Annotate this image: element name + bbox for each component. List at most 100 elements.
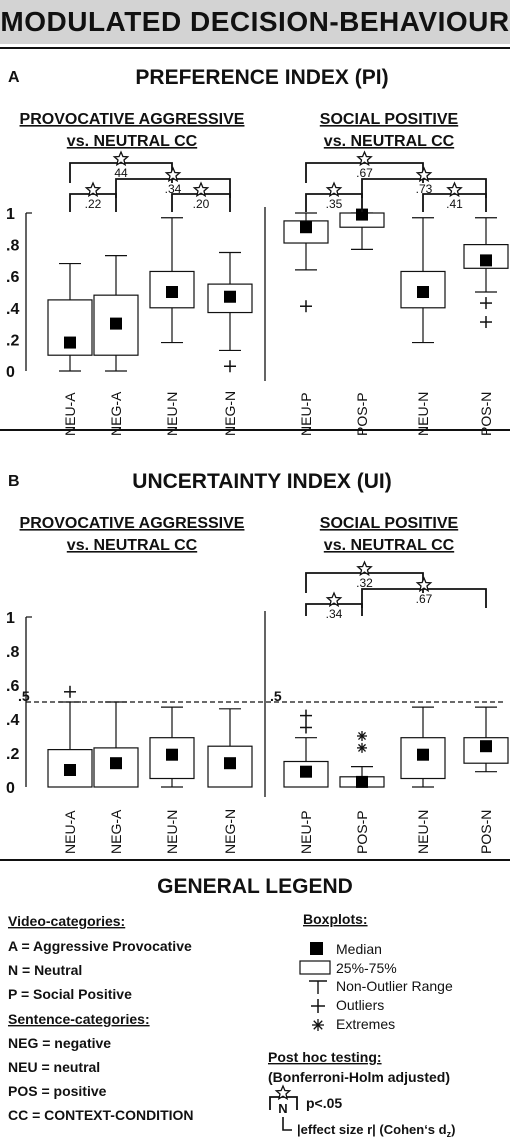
- category-label: NEU-A: [62, 810, 78, 854]
- category-label: NEG-N: [222, 809, 238, 854]
- category-label: NEG-N: [222, 391, 238, 436]
- effect-size-label: .34: [326, 607, 343, 621]
- posthoc-bracket: [422, 193, 487, 212]
- significance-star-icon: [356, 150, 373, 167]
- legend-sentence-item: NEU = neutral: [8, 1059, 100, 1075]
- median-marker: [110, 757, 122, 770]
- outlier-marker: [300, 709, 312, 722]
- legend-effect-connector: [282, 1117, 292, 1131]
- group-title-right: SOCIAL POSITIVE: [320, 515, 459, 532]
- group-title-left: PROVOCATIVE AGGRESSIVE: [20, 111, 245, 128]
- median-marker: [417, 286, 429, 298]
- median-marker: [356, 208, 368, 221]
- legend-cc-item: CC = CONTEXT-CONDITION: [8, 1107, 194, 1123]
- outlier-marker: [224, 360, 236, 373]
- legend-posthoc-letter: N: [278, 1101, 287, 1116]
- effect-size-label: .67: [356, 166, 373, 180]
- extreme-marker: [357, 731, 367, 741]
- group-subtitle-left: vs. NEUTRAL CC: [67, 133, 198, 150]
- reference-label: .5: [18, 688, 30, 704]
- legend-extreme-label: Extremes: [336, 1016, 395, 1032]
- median-marker: [64, 336, 76, 349]
- y-tick-label: .2: [6, 332, 19, 349]
- posthoc-bracket: [115, 178, 231, 198]
- category-label: NEG-A: [108, 391, 124, 436]
- effect-size-label: .35: [326, 197, 343, 211]
- legend-median-icon: [310, 942, 323, 955]
- legend-whisker-label: Non-Outlier Range: [336, 978, 453, 994]
- legend-posthoc-p: p<.05: [306, 1095, 342, 1111]
- panel-heading: PREFERENCE INDEX (PI): [135, 66, 388, 89]
- significance-star-icon: [164, 166, 182, 183]
- legend-posthoc-heading: Post hoc testing:: [268, 1049, 382, 1065]
- legend-sentence-item: POS = positive: [8, 1083, 107, 1099]
- figure-title: MODULATED DECISION-BEHAVIOUR: [0, 0, 510, 44]
- panel-heading: UNCERTAINTY INDEX (UI): [132, 470, 391, 493]
- legend-significance-star-icon: [274, 1084, 292, 1101]
- reference-label: .5: [270, 688, 282, 704]
- significance-star-icon: [84, 181, 102, 198]
- effect-size-label: .20: [193, 197, 210, 211]
- y-tick-label: .4: [6, 301, 19, 318]
- y-tick-label: 1: [6, 206, 15, 223]
- category-label: NEU-N: [164, 810, 180, 854]
- y-tick-label: 1: [6, 610, 15, 627]
- extreme-marker: [357, 742, 367, 753]
- median-marker: [417, 748, 429, 761]
- legend-sentence-item: NEG = negative: [8, 1035, 111, 1051]
- legend-outlier-label: Outliers: [336, 997, 384, 1013]
- group-subtitle-right: vs. NEUTRAL CC: [324, 133, 455, 150]
- effect-size-label: .34: [165, 182, 182, 196]
- median-marker: [356, 775, 368, 788]
- legend-video-item: N = Neutral: [8, 962, 82, 978]
- y-tick-label: .4: [6, 712, 19, 729]
- effect-size-label: .41: [446, 197, 463, 211]
- median-marker: [480, 254, 492, 267]
- legend-video-item: A = Aggressive Provocative: [8, 938, 192, 954]
- significance-star-icon: [415, 576, 433, 593]
- posthoc-bracket: [69, 193, 117, 212]
- panel-letter: B: [8, 473, 20, 490]
- legend-sentence-heading: Sentence-categories:: [8, 1011, 150, 1027]
- posthoc-bracket: [361, 588, 487, 608]
- group-title-right: SOCIAL POSITIVE: [320, 111, 459, 128]
- category-label: NEU-N: [164, 392, 180, 436]
- significance-star-icon: [415, 166, 433, 183]
- median-marker: [64, 764, 76, 776]
- posthoc-bracket: [361, 178, 487, 198]
- median-marker: [224, 290, 236, 303]
- effect-size-label: .67: [416, 592, 433, 606]
- legend-video-heading: Video-categories:: [8, 913, 125, 929]
- median-marker: [166, 286, 178, 298]
- effect-size-label: .73: [416, 182, 433, 196]
- y-tick-label: 0: [6, 364, 15, 381]
- significance-star-icon: [446, 181, 463, 198]
- legend-box-label: 25%-75%: [336, 960, 397, 976]
- effect-size-label: 44: [114, 166, 128, 180]
- legend-extreme-icon: [312, 1019, 324, 1031]
- group-title-left: PROVOCATIVE AGGRESSIVE: [20, 515, 245, 532]
- group-subtitle-right: vs. NEUTRAL CC: [324, 537, 455, 554]
- legend-box-icon: [299, 960, 331, 975]
- category-label: NEU-P: [298, 810, 314, 854]
- category-label: NEG-A: [108, 809, 124, 854]
- posthoc-bracket: [305, 193, 363, 212]
- panel-letter: A: [8, 69, 20, 86]
- category-label: POS-N: [478, 810, 494, 854]
- median-marker: [300, 221, 312, 234]
- significance-star-icon: [112, 150, 130, 167]
- legend-median-label: Median: [336, 941, 382, 957]
- median-marker: [480, 740, 492, 753]
- category-label: NEU-P: [298, 392, 314, 436]
- category-label: NEU-N: [415, 392, 431, 436]
- category-label: NEU-A: [62, 392, 78, 436]
- median-marker: [300, 765, 312, 778]
- y-tick-label: .6: [6, 678, 19, 695]
- y-tick-label: .8: [6, 644, 19, 661]
- effect-size-label: .22: [85, 197, 102, 211]
- legend-heading: GENERAL LEGEND: [157, 875, 353, 898]
- effect-size-label: .32: [356, 576, 373, 590]
- outlier-marker: [480, 297, 492, 310]
- y-tick-label: .2: [6, 746, 19, 763]
